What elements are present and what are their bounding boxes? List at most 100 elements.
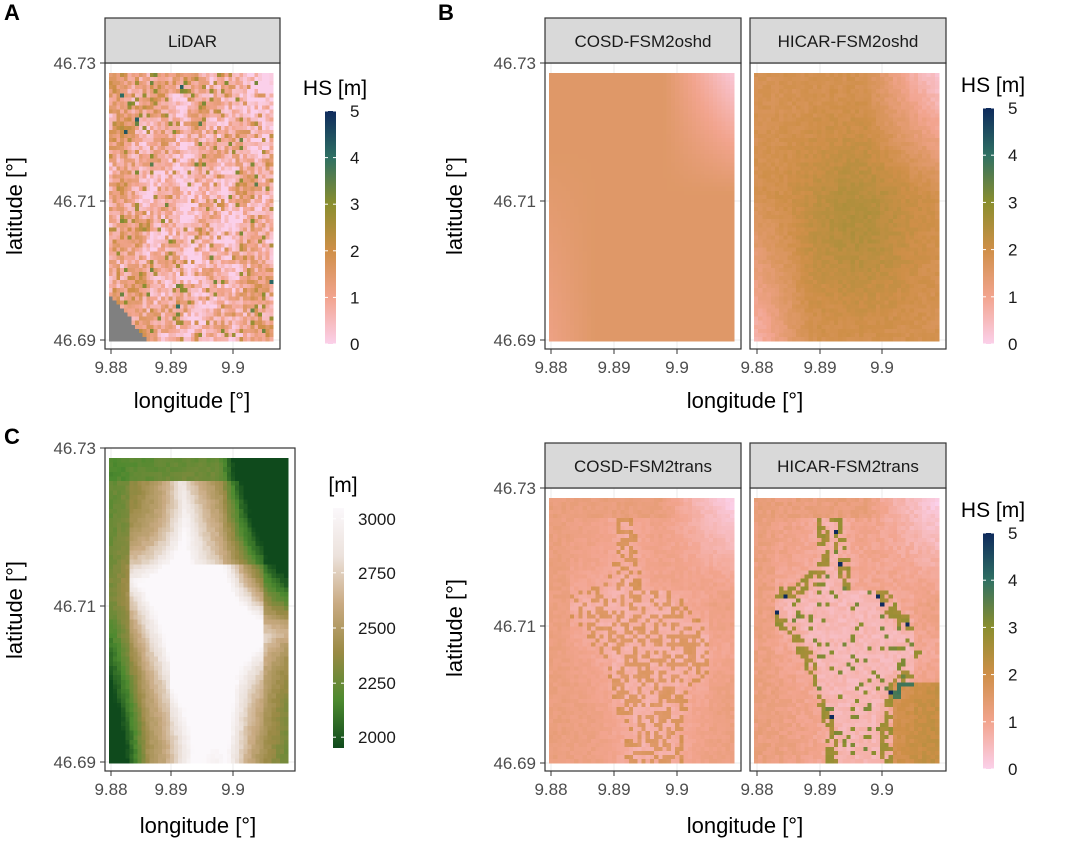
raster-cell <box>224 174 229 180</box>
raster-cell <box>679 101 685 107</box>
raster-cell <box>198 170 203 176</box>
raster-cell <box>708 125 714 131</box>
raster-cell <box>670 121 676 127</box>
raster-cell <box>224 121 229 127</box>
raster-cell <box>700 194 706 200</box>
raster-cell <box>164 308 170 314</box>
raster-cell <box>717 89 722 94</box>
raster-cell <box>191 137 196 143</box>
raster-cell <box>658 129 664 135</box>
raster-cell <box>213 280 218 285</box>
raster-cell <box>704 93 710 98</box>
raster-cell <box>612 105 617 111</box>
raster-cell <box>135 109 140 115</box>
raster-cell <box>675 154 680 159</box>
raster-cell <box>224 190 229 196</box>
raster-cell <box>700 154 706 159</box>
raster-cell <box>112 292 118 297</box>
raster-cell <box>179 267 185 273</box>
raster-cell <box>146 312 151 318</box>
raster-cell <box>131 109 136 115</box>
raster-cell <box>679 227 685 232</box>
raster-cell <box>620 105 626 111</box>
raster-cell <box>654 142 659 147</box>
raster-cell <box>246 251 252 257</box>
raster-cell <box>624 85 630 90</box>
raster-cell <box>265 280 270 285</box>
raster-cell <box>183 113 188 119</box>
raster-cell <box>153 280 159 285</box>
raster-cell <box>624 109 630 115</box>
raster-cell <box>239 93 244 98</box>
raster-cell <box>146 259 151 265</box>
raster-cell <box>679 162 685 167</box>
raster-cell <box>150 81 155 86</box>
raster-cell <box>157 162 162 167</box>
raster-cell <box>187 328 192 334</box>
raster-cell <box>691 117 697 123</box>
raster-cell <box>561 77 567 82</box>
raster-cell <box>246 320 252 326</box>
raster-cell <box>176 227 181 232</box>
raster-cell <box>161 174 166 180</box>
raster-cell <box>217 198 222 204</box>
raster-cell <box>654 190 659 196</box>
raster-cell <box>675 97 680 103</box>
raster-cell <box>123 113 129 119</box>
raster-cell <box>239 247 244 253</box>
raster-cell <box>570 117 575 123</box>
raster-cell <box>258 77 263 82</box>
raster-cell <box>161 288 166 293</box>
raster-cell <box>213 85 218 90</box>
raster-cell <box>582 211 588 216</box>
raster-cell <box>202 292 207 297</box>
raster-cell <box>687 81 693 86</box>
raster-cell <box>586 154 592 159</box>
raster-cell <box>168 227 173 232</box>
raster-cell <box>565 186 571 192</box>
raster-cell <box>654 239 659 245</box>
raster-cell <box>595 166 601 172</box>
raster-cell <box>157 223 162 228</box>
raster-cell <box>235 73 241 78</box>
raster-cell <box>246 263 252 269</box>
raster-cell <box>670 215 676 220</box>
raster-cell <box>700 170 706 176</box>
raster-cell <box>712 211 718 216</box>
raster-cell <box>217 89 222 94</box>
raster-cell <box>565 259 571 265</box>
raster-cell <box>246 243 252 249</box>
strip-header <box>104 17 281 64</box>
raster-cell <box>116 227 121 232</box>
raster-cell <box>220 125 226 131</box>
raster-cell <box>164 300 170 306</box>
raster-cell <box>578 73 584 78</box>
raster-cell <box>213 324 218 330</box>
raster-cell <box>679 142 685 147</box>
raster-cell <box>120 231 125 237</box>
raster-cell <box>176 312 181 318</box>
raster-cell <box>582 231 588 237</box>
raster-cell <box>633 117 638 123</box>
raster-cell <box>679 219 685 224</box>
raster-cell <box>708 194 714 200</box>
raster-cell <box>637 227 643 232</box>
raster-cell <box>150 332 155 338</box>
raster-cell <box>578 158 584 163</box>
raster-cell <box>591 133 596 139</box>
raster-cell <box>679 231 685 237</box>
raster-cell <box>202 186 207 192</box>
raster-cell <box>704 73 710 78</box>
raster-cell <box>578 97 584 103</box>
raster-cell <box>131 259 136 265</box>
raster-cell <box>205 320 211 326</box>
raster-cell <box>721 231 727 237</box>
raster-cell <box>565 77 571 82</box>
raster-cell <box>202 146 207 151</box>
raster-cell <box>633 255 638 261</box>
raster-cell <box>582 133 588 139</box>
raster-cell <box>198 263 203 269</box>
raster-cell <box>120 125 125 131</box>
raster-cell <box>258 133 263 139</box>
raster-cell <box>209 219 214 224</box>
